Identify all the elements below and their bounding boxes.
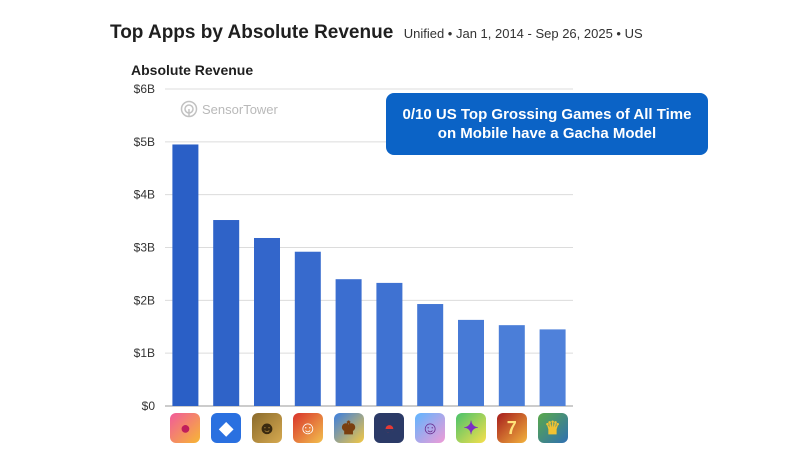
bar — [417, 304, 444, 406]
clash-royale-icon: ♛ — [537, 413, 568, 443]
y-tick-label: $2B — [134, 293, 155, 307]
chart-title: Top Apps by Absolute Revenue — [110, 22, 394, 43]
bar — [335, 279, 362, 406]
y-tick-label: $5B — [134, 135, 155, 149]
bar — [539, 329, 566, 406]
clash-of-clans-glyph: ☻ — [257, 417, 277, 438]
watermark-text: SensorTower — [202, 101, 278, 117]
bar — [172, 144, 199, 406]
bar — [458, 319, 484, 406]
y-tick-label: $0 — [142, 399, 156, 413]
bar — [213, 220, 240, 406]
chart-header: Top Apps by Absolute Revenue Unified • J… — [110, 22, 643, 44]
royal-match-icon: ♚ — [333, 413, 364, 443]
monopoly-go-icon: ☺ — [292, 413, 323, 443]
pokemon-go-icon: ◓ — [374, 413, 405, 443]
coin-master-icon: ☺ — [415, 413, 446, 443]
y-tick-label: $1B — [134, 346, 155, 360]
toon-blast-icon: ✦ — [456, 413, 486, 443]
slotomania-icon: 7 — [496, 413, 527, 443]
candy-crush-icon: ● — [170, 413, 201, 443]
y-axis-title: Absolute Revenue — [131, 62, 254, 78]
royal-match-glyph: ♚ — [340, 417, 357, 438]
roblox-glyph: ◆ — [219, 417, 234, 438]
toon-blast-glyph: ✦ — [463, 417, 479, 438]
pokemon-go-glyph: ◓ — [383, 417, 395, 438]
callout-box: 0/10 US Top Grossing Games of All Time o… — [386, 93, 708, 155]
monopoly-go-glyph: ☺ — [298, 417, 317, 438]
y-tick-label: $3B — [134, 241, 155, 255]
y-tick-label: $4B — [134, 188, 155, 202]
clash-of-clans-icon: ☻ — [252, 413, 282, 443]
bar — [498, 325, 525, 406]
chart-subtitle: Unified • Jan 1, 2014 - Sep 26, 2025 • U… — [403, 26, 643, 41]
slotomania-glyph: 7 — [506, 417, 517, 438]
sensor-tower-logo-icon — [180, 100, 198, 118]
roblox-icon: ◆ — [211, 413, 242, 443]
bar — [254, 237, 280, 406]
clash-royale-glyph: ♛ — [544, 417, 561, 438]
candy-crush-glyph: ● — [179, 417, 191, 438]
sensor-tower-watermark: SensorTower — [180, 100, 278, 118]
bar — [376, 282, 403, 406]
y-tick-label: $6B — [134, 82, 155, 96]
bar — [294, 251, 321, 406]
coin-master-glyph: ☺ — [420, 417, 440, 438]
